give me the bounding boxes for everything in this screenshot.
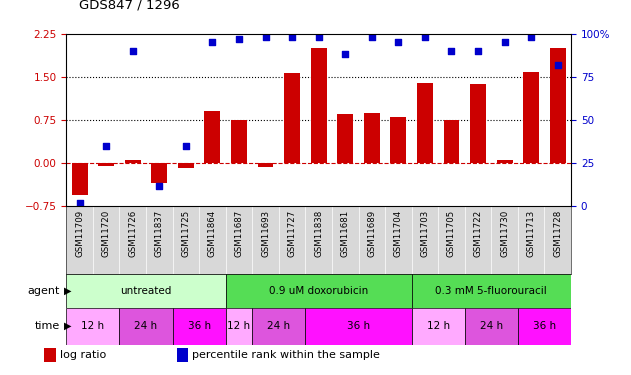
Bar <box>177 348 188 362</box>
Bar <box>465 308 518 345</box>
Point <box>420 34 430 40</box>
Text: GSM11730: GSM11730 <box>500 210 509 257</box>
Text: ▶: ▶ <box>64 286 71 296</box>
Bar <box>364 112 380 163</box>
Point <box>74 200 85 206</box>
Bar <box>226 308 252 345</box>
Text: 12 h: 12 h <box>81 321 104 331</box>
Bar <box>411 274 571 308</box>
Bar <box>305 308 411 345</box>
Point <box>314 34 324 40</box>
Point <box>553 62 563 68</box>
Bar <box>119 308 172 345</box>
Bar <box>310 48 327 163</box>
Text: 0.3 mM 5-fluorouracil: 0.3 mM 5-fluorouracil <box>435 286 547 296</box>
Bar <box>172 308 226 345</box>
Bar <box>337 114 353 163</box>
Text: GSM11703: GSM11703 <box>420 210 430 257</box>
Text: GSM11693: GSM11693 <box>261 210 270 257</box>
Point <box>127 48 138 54</box>
Text: GSM11728: GSM11728 <box>553 210 562 257</box>
Point <box>500 39 510 45</box>
Text: GSM11705: GSM11705 <box>447 210 456 257</box>
Bar <box>226 274 411 308</box>
Point <box>261 34 271 40</box>
Text: untreated: untreated <box>121 286 172 296</box>
Point <box>101 143 111 149</box>
Text: GSM11689: GSM11689 <box>367 210 376 257</box>
Text: GSM11837: GSM11837 <box>155 210 163 257</box>
Bar <box>66 274 226 308</box>
Bar <box>257 163 273 167</box>
Bar <box>497 160 512 163</box>
Point <box>287 34 297 40</box>
Bar <box>71 163 88 195</box>
Text: 0.9 uM doxorubicin: 0.9 uM doxorubicin <box>269 286 369 296</box>
Text: 36 h: 36 h <box>347 321 370 331</box>
Bar <box>444 120 459 163</box>
Text: 24 h: 24 h <box>134 321 158 331</box>
Bar <box>417 82 433 163</box>
Bar <box>252 308 305 345</box>
Text: ▶: ▶ <box>64 321 71 331</box>
Bar <box>550 48 566 163</box>
Text: 36 h: 36 h <box>187 321 211 331</box>
Text: 12 h: 12 h <box>227 321 251 331</box>
Point <box>526 34 536 40</box>
Text: GSM11681: GSM11681 <box>341 210 350 257</box>
Point <box>180 143 191 149</box>
Text: GSM11726: GSM11726 <box>128 210 137 257</box>
Bar <box>66 308 119 345</box>
Text: log ratio: log ratio <box>60 351 106 360</box>
Point <box>447 48 457 54</box>
Point <box>154 183 164 189</box>
Bar <box>231 120 247 163</box>
Bar <box>391 117 406 163</box>
Point <box>393 39 403 45</box>
Bar <box>411 308 465 345</box>
Text: GSM11838: GSM11838 <box>314 210 323 257</box>
Text: agent: agent <box>28 286 60 296</box>
Text: GDS847 / 1296: GDS847 / 1296 <box>79 0 180 11</box>
Text: GSM11864: GSM11864 <box>208 210 217 257</box>
Bar <box>284 73 300 163</box>
Bar <box>151 163 167 183</box>
Text: GSM11687: GSM11687 <box>235 210 244 257</box>
Bar <box>178 163 194 168</box>
Bar <box>518 308 571 345</box>
Text: GSM11704: GSM11704 <box>394 210 403 257</box>
Bar <box>470 84 486 163</box>
Bar <box>125 160 141 163</box>
Point <box>340 51 350 57</box>
Text: 12 h: 12 h <box>427 321 450 331</box>
Text: GSM11713: GSM11713 <box>527 210 536 257</box>
Point <box>473 48 483 54</box>
Bar <box>523 72 539 163</box>
Text: 36 h: 36 h <box>533 321 556 331</box>
Text: 24 h: 24 h <box>268 321 290 331</box>
Text: GSM11725: GSM11725 <box>181 210 191 257</box>
Text: GSM11720: GSM11720 <box>102 210 110 257</box>
Text: GSM11727: GSM11727 <box>288 210 297 257</box>
Bar <box>44 348 56 362</box>
Text: 24 h: 24 h <box>480 321 503 331</box>
Bar <box>98 163 114 166</box>
Text: time: time <box>35 321 60 331</box>
Text: percentile rank within the sample: percentile rank within the sample <box>192 351 380 360</box>
Bar <box>204 111 220 163</box>
Point <box>367 34 377 40</box>
Point <box>234 36 244 42</box>
Text: GSM11722: GSM11722 <box>474 210 483 257</box>
Point <box>208 39 218 45</box>
Text: GSM11709: GSM11709 <box>75 210 84 257</box>
